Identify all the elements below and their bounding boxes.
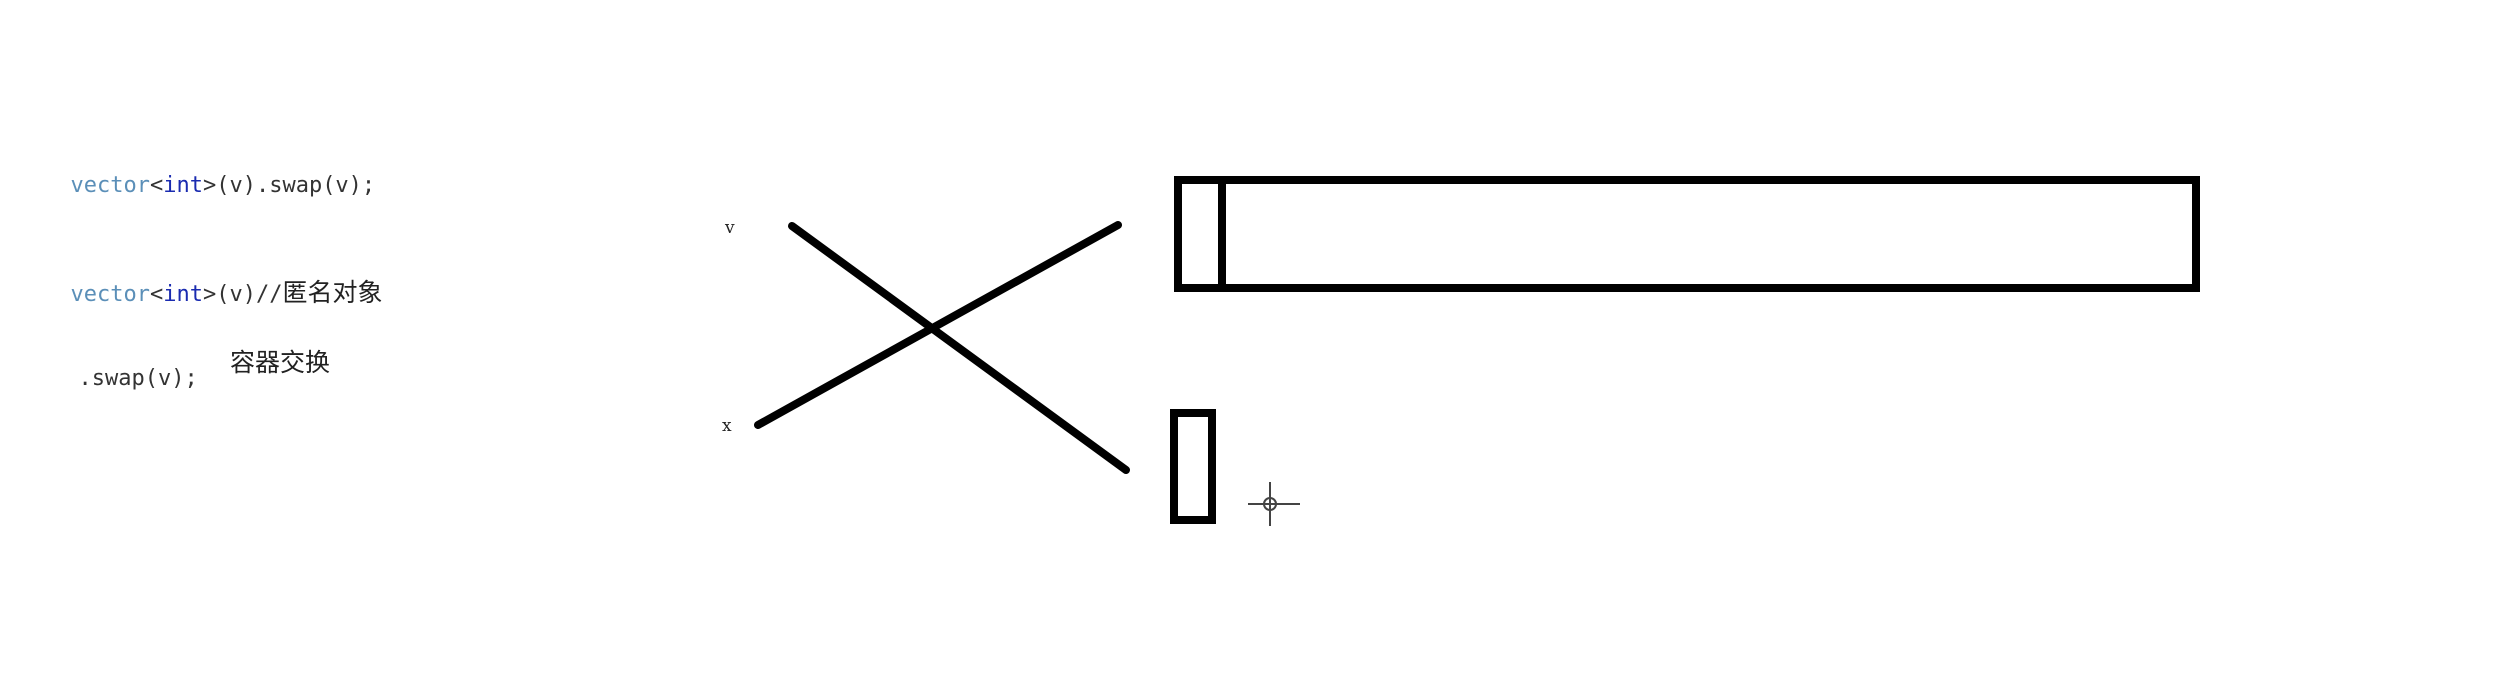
code-line-swap-call: .swap(v);	[52, 346, 198, 390]
pointer-x-to-large	[754, 221, 1122, 429]
swap-expression: >(v).swap(v);	[202, 173, 376, 198]
constructor-expression: >(v)//	[202, 282, 283, 307]
anonymous-object-comment: 匿名对象	[282, 278, 383, 307]
int-keyword: int	[163, 282, 203, 307]
angle-open: <	[149, 173, 164, 198]
angle-open: <	[149, 282, 164, 307]
type-keyword: vector	[70, 282, 150, 307]
code-line-vector-swap: vector<int>(v).swap(v);	[44, 153, 376, 198]
label-v: v	[725, 218, 735, 238]
swap-call: .swap(v);	[78, 366, 198, 391]
crosshair-cursor-icon	[1248, 482, 1300, 526]
type-keyword: vector	[70, 173, 150, 198]
int-keyword: int	[163, 173, 203, 198]
container-swap-note: 容器交换	[230, 348, 331, 377]
label-x: x	[722, 416, 732, 436]
pointer-v-to-small	[788, 222, 1130, 474]
large-container-box	[1174, 176, 2200, 292]
code-line-anonymous-object: vector<int>(v)//匿名对象	[44, 258, 383, 307]
small-container-box	[1170, 409, 1216, 524]
